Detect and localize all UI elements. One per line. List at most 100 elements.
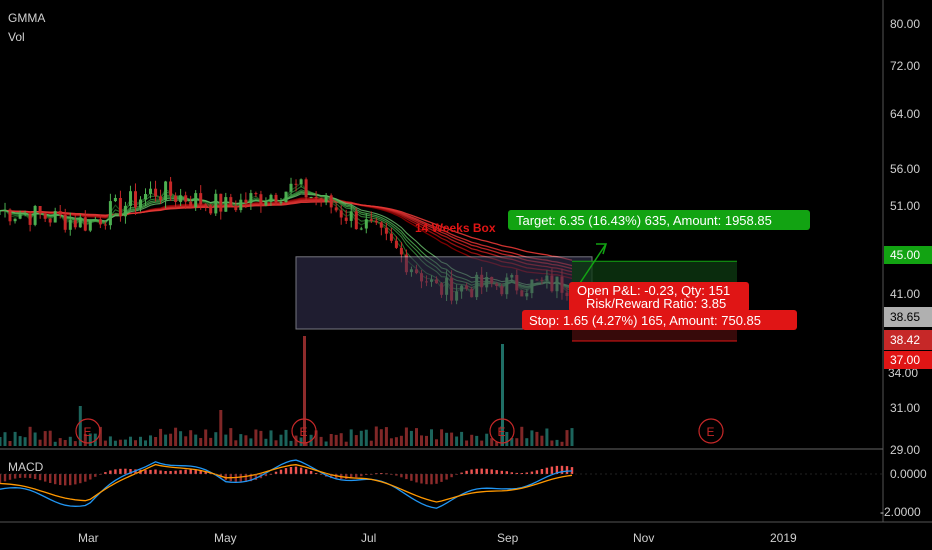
volume-bar: [374, 426, 378, 446]
volume-label: Vol: [8, 30, 25, 44]
macd-label: MACD: [8, 460, 44, 474]
candle-body: [18, 214, 22, 219]
volume-bar: [294, 435, 298, 446]
macd-histogram-bar: [28, 474, 32, 479]
price-tick: 64.00: [890, 107, 920, 121]
candle-body: [88, 219, 92, 231]
volume-bar: [510, 438, 514, 446]
volume-bar: [184, 436, 188, 446]
candle-body: [149, 188, 152, 194]
macd-histogram-bar: [18, 474, 22, 478]
macd-histogram-bar: [3, 474, 7, 482]
macd-histogram-bar: [555, 465, 559, 474]
volume-bar: [43, 431, 47, 446]
candle-body: [239, 199, 243, 211]
macd-histogram-bar: [560, 465, 564, 474]
macd-histogram-bar: [154, 469, 157, 474]
macd-histogram-bar: [239, 474, 242, 483]
volume-bar: [194, 434, 198, 446]
volume-bar: [495, 441, 499, 446]
candle-body: [38, 206, 42, 214]
target-label[interactable]: Target: 6.35 (16.43%) 635, Amount: 1958.…: [508, 210, 810, 230]
macd-histogram-bar: [400, 474, 403, 478]
macd-histogram-bar: [249, 474, 253, 482]
candle-body: [63, 214, 67, 230]
candle-body: [103, 224, 107, 226]
macd-histogram-bar: [274, 471, 278, 474]
volume-bar: [144, 440, 147, 446]
macd-histogram-bar: [470, 469, 473, 474]
stop-label[interactable]: Stop: 1.65 (4.27%) 165, Amount: 750.85: [522, 310, 797, 330]
candle-body: [314, 197, 318, 199]
earnings-marker[interactable]: E: [698, 418, 724, 444]
price-axis[interactable]: 80.00 72.00 64.00 56.00 51.00 41.00 34.0…: [888, 17, 920, 457]
candle-body: [229, 197, 233, 206]
candle-body: [389, 233, 393, 241]
macd-histogram-bar: [475, 468, 478, 474]
volume-bar: [485, 433, 489, 446]
volume-bar: [455, 436, 459, 446]
macd-histogram-bar: [415, 474, 418, 483]
macd-histogram-bar: [8, 474, 12, 480]
macd-tick: 0.0000: [890, 467, 927, 481]
volume-bar: [154, 437, 158, 446]
macd-axis[interactable]: 0.0000 -2.0000: [880, 467, 927, 519]
volume-bar: [139, 436, 142, 447]
macd-histogram-bar: [79, 474, 82, 484]
candle-body: [179, 195, 183, 202]
volume-bar: [354, 435, 358, 446]
macd-histogram-bar: [174, 470, 177, 474]
macd-histogram-bar: [189, 469, 192, 474]
time-axis[interactable]: Mar May Jul Sep Nov 2019: [78, 531, 797, 545]
volume-bar: [284, 429, 288, 446]
macd-histogram-bar: [309, 471, 313, 474]
macd-histogram-bar: [304, 469, 308, 474]
time-label: Mar: [78, 531, 99, 545]
candle-body: [279, 202, 283, 204]
volume-bar: [364, 429, 368, 446]
candle-body: [264, 201, 268, 206]
earnings-marker[interactable]: E: [75, 418, 101, 444]
volume-bar: [570, 428, 574, 446]
volume-bar: [254, 429, 258, 446]
volume-bar: [179, 431, 183, 446]
macd-histogram-bar: [430, 474, 433, 485]
volume-bar: [48, 430, 52, 446]
macd-histogram-bar: [375, 473, 378, 475]
volume-bar: [425, 435, 428, 446]
candle-body: [304, 179, 308, 198]
candle-body: [83, 217, 87, 231]
macd-histogram-bar: [69, 474, 72, 486]
macd-histogram-bar: [345, 474, 348, 479]
volume-bar: [420, 435, 423, 446]
macd-histogram-bar: [540, 469, 544, 474]
volume-bar: [73, 441, 77, 446]
candle-body: [234, 205, 238, 211]
volume-bar: [229, 428, 233, 446]
pnl-label[interactable]: Open P&L: -0.23, Qty: 151 Risk/Reward Ra…: [569, 282, 749, 312]
candle-body: [249, 193, 253, 204]
volume-spike: [501, 344, 504, 446]
candle-body: [118, 198, 122, 217]
macd-pane[interactable]: [0, 459, 883, 509]
volume-bar: [415, 428, 418, 446]
volume-bar: [530, 430, 534, 446]
macd-histogram-bar: [109, 470, 112, 474]
earnings-marker[interactable]: E: [489, 418, 515, 444]
candle-body: [113, 198, 117, 202]
volume-bar: [199, 438, 203, 446]
macd-histogram-bar: [445, 474, 448, 480]
macd-histogram-bar: [194, 469, 197, 474]
macd-histogram-bar: [405, 474, 408, 480]
volume-bar: [319, 436, 323, 446]
candle-body: [399, 247, 403, 255]
volume-bar: [8, 441, 12, 446]
earnings-marker[interactable]: E: [291, 418, 317, 444]
volume-bar: [18, 436, 22, 446]
volume-bar: [334, 434, 338, 446]
macd-histogram-bar: [550, 466, 554, 474]
macd-histogram-bar: [545, 467, 549, 474]
macd-histogram-bar: [254, 474, 258, 480]
macd-histogram-bar: [380, 473, 383, 474]
